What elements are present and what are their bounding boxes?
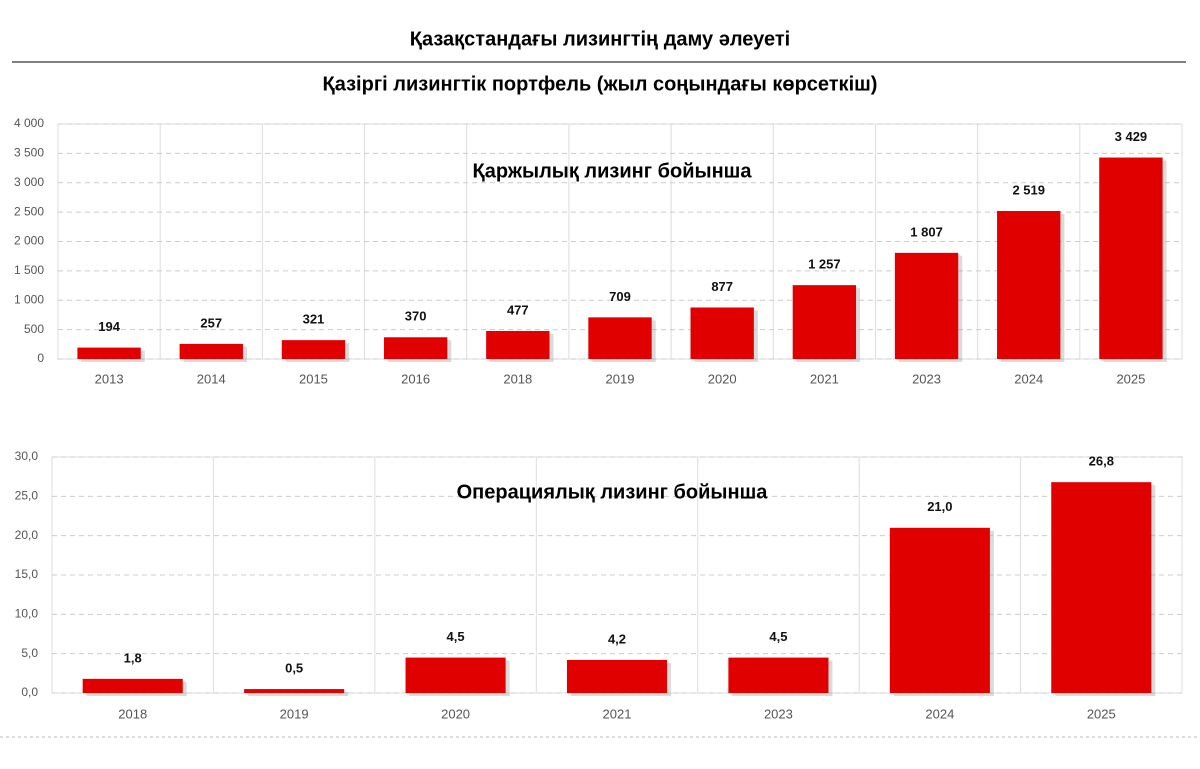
- y-tick-label: 2 000: [14, 234, 44, 248]
- value-label: 877: [711, 279, 733, 294]
- x-tick-label: 2019: [280, 706, 309, 721]
- y-tick-label: 1 500: [14, 263, 44, 277]
- x-tick-label: 2020: [441, 706, 470, 721]
- bar: [1051, 482, 1152, 693]
- page-title: Қазақстандағы лизингтің даму әлеуеті: [410, 28, 790, 50]
- bar: [894, 252, 959, 359]
- value-label: 0,5: [285, 661, 303, 676]
- x-tick-label: 2013: [95, 371, 124, 386]
- bar: [728, 657, 829, 693]
- y-tick-label: 2 500: [14, 204, 44, 218]
- y-tick-label: 3 000: [14, 175, 44, 189]
- value-label: 21,0: [927, 499, 952, 514]
- x-tick-label: 2025: [1087, 706, 1116, 721]
- x-tick-label: 2021: [810, 371, 839, 386]
- value-label: 26,8: [1089, 454, 1114, 469]
- y-tick-label: 500: [24, 322, 44, 336]
- value-label: 257: [200, 315, 222, 330]
- y-tick-label: 30,0: [15, 449, 39, 463]
- page-subtitle: Қазіргі лизингтік портфель (жыл соңындағ…: [323, 73, 878, 95]
- bar: [244, 689, 345, 693]
- value-label: 4,5: [447, 629, 465, 644]
- bar: [179, 343, 243, 359]
- x-tick-label: 2023: [912, 371, 941, 386]
- value-label: 1 257: [808, 257, 841, 272]
- bar: [281, 340, 346, 359]
- y-tick-label: 3 500: [14, 146, 44, 160]
- x-tick-label: 2023: [764, 706, 793, 721]
- x-tick-label: 2024: [1014, 371, 1043, 386]
- value-label: 477: [507, 302, 529, 317]
- chart-title: Қаржылық лизинг бойынша: [473, 160, 753, 182]
- bar-shadow: [248, 692, 349, 696]
- bar: [588, 317, 652, 359]
- chart-title: Операциялық лизинг бойынша: [457, 481, 769, 503]
- bar: [889, 527, 990, 693]
- value-label: 370: [405, 309, 427, 324]
- value-label: 4,5: [769, 629, 787, 644]
- value-label: 4,2: [608, 631, 626, 646]
- bar: [997, 211, 1061, 359]
- value-label: 1,8: [124, 650, 142, 665]
- bar: [405, 657, 506, 693]
- value-label: 2 519: [1012, 182, 1045, 197]
- x-tick-label: 2019: [606, 371, 635, 386]
- x-tick-label: 2020: [708, 371, 737, 386]
- y-tick-label: 4 000: [14, 116, 44, 130]
- value-label: 1 807: [910, 224, 943, 239]
- x-tick-label: 2024: [925, 706, 954, 721]
- x-tick-label: 2014: [197, 371, 226, 386]
- value-label: 321: [303, 312, 325, 327]
- y-tick-label: 0,0: [21, 685, 38, 699]
- bar: [383, 337, 448, 359]
- y-tick-label: 20,0: [15, 528, 39, 542]
- x-tick-label: 2018: [503, 371, 532, 386]
- bar: [792, 285, 857, 359]
- y-tick-label: 5,0: [21, 646, 38, 660]
- bar: [566, 659, 668, 693]
- bar: [690, 307, 754, 359]
- y-tick-label: 15,0: [15, 567, 39, 581]
- bar: [486, 330, 550, 359]
- value-label: 709: [609, 289, 631, 304]
- value-label: 194: [98, 319, 120, 334]
- x-tick-label: 2025: [1116, 371, 1145, 386]
- x-tick-label: 2016: [401, 371, 430, 386]
- bar: [1099, 157, 1163, 359]
- x-tick-label: 2018: [118, 706, 147, 721]
- x-tick-label: 2021: [603, 706, 632, 721]
- bar: [82, 678, 183, 693]
- y-tick-label: 25,0: [15, 489, 39, 503]
- y-tick-label: 1 000: [14, 292, 44, 306]
- y-tick-label: 0: [37, 351, 44, 365]
- x-tick-label: 2015: [299, 371, 328, 386]
- y-tick-label: 10,0: [15, 607, 39, 621]
- value-label: 3 429: [1115, 129, 1148, 144]
- bar: [77, 347, 141, 359]
